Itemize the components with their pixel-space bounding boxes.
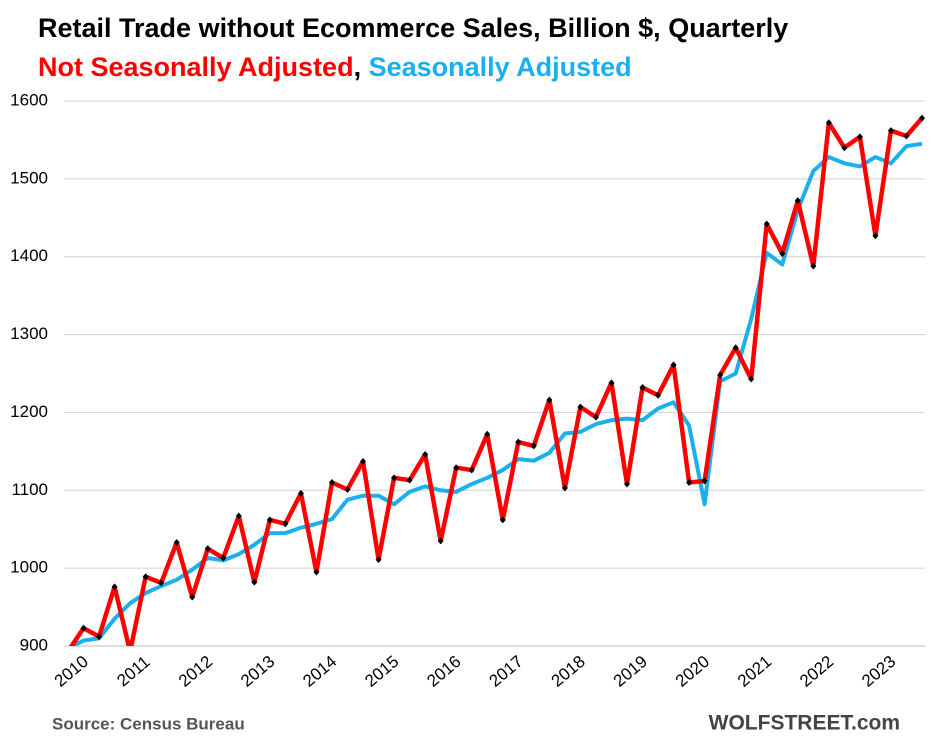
y-tick-label: 900 bbox=[20, 635, 48, 654]
point-marker bbox=[158, 579, 165, 587]
x-tick-label: 2018 bbox=[548, 652, 589, 691]
point-marker bbox=[422, 450, 429, 458]
point-marker bbox=[173, 538, 180, 546]
point-marker bbox=[204, 545, 211, 553]
point-marker bbox=[763, 220, 770, 228]
point-marker bbox=[592, 413, 599, 421]
y-tick-label: 1300 bbox=[10, 324, 48, 343]
point-marker bbox=[111, 583, 118, 591]
point-marker bbox=[65, 648, 71, 655]
point-marker bbox=[391, 474, 398, 482]
point-marker bbox=[266, 516, 273, 524]
x-tick-label: 2020 bbox=[672, 652, 713, 691]
point-marker bbox=[235, 512, 242, 520]
x-tick-label: 2010 bbox=[51, 652, 92, 691]
legend-entry: Seasonally Adjusted bbox=[369, 52, 632, 82]
point-marker bbox=[608, 379, 615, 387]
point-marker bbox=[794, 197, 801, 205]
y-tick-label: 1200 bbox=[10, 402, 48, 421]
point-marker bbox=[344, 486, 351, 494]
point-marker bbox=[856, 133, 863, 141]
x-tick-label: 2012 bbox=[175, 652, 216, 691]
point-marker bbox=[530, 442, 537, 450]
point-marker bbox=[297, 489, 304, 497]
x-tick-label: 2013 bbox=[237, 652, 278, 691]
x-tick-label: 2019 bbox=[610, 652, 651, 691]
point-marker bbox=[484, 430, 491, 438]
point-marker bbox=[468, 466, 475, 474]
separator: , bbox=[354, 52, 362, 82]
point-marker bbox=[499, 516, 506, 524]
point-marker bbox=[717, 371, 724, 379]
point-marker bbox=[639, 384, 646, 392]
point-marker bbox=[313, 568, 320, 576]
point-marker bbox=[127, 648, 133, 655]
point-marker bbox=[360, 457, 367, 465]
point-marker bbox=[437, 537, 444, 545]
point-marker bbox=[251, 578, 258, 586]
point-marker bbox=[872, 232, 879, 240]
subtitle: Not Seasonally Adjusted, Seasonally Adju… bbox=[38, 52, 632, 82]
series-line bbox=[68, 116, 924, 646]
point-marker bbox=[561, 484, 568, 492]
point-marker bbox=[825, 119, 832, 127]
plot-area bbox=[65, 114, 925, 655]
point-marker bbox=[655, 391, 662, 399]
x-tick-label: 2023 bbox=[858, 652, 899, 691]
legend-entry: Not Seasonally Adjusted bbox=[38, 52, 354, 82]
y-tick-label: 1100 bbox=[11, 480, 48, 499]
point-marker bbox=[779, 250, 786, 258]
x-tick-label: 2011 bbox=[113, 652, 153, 690]
point-marker bbox=[546, 396, 553, 404]
point-marker bbox=[670, 361, 677, 369]
y-tick-label: 1500 bbox=[10, 168, 48, 187]
point-marker bbox=[577, 403, 584, 411]
point-marker bbox=[328, 479, 335, 486]
point-marker bbox=[142, 573, 149, 581]
point-marker bbox=[919, 114, 925, 122]
point-marker bbox=[189, 593, 196, 601]
point-marker bbox=[732, 344, 739, 352]
x-tick-label: 2017 bbox=[486, 652, 527, 691]
x-tick-label: 2015 bbox=[361, 652, 402, 691]
x-tick-label: 2021 bbox=[734, 652, 775, 691]
point-marker bbox=[903, 132, 910, 140]
chart-title: Retail Trade without Ecommerce Sales, Bi… bbox=[38, 13, 788, 43]
y-tick-label: 1000 bbox=[10, 558, 48, 577]
point-marker bbox=[220, 554, 227, 562]
x-tick-label: 2016 bbox=[423, 652, 464, 691]
y-tick-label: 1600 bbox=[10, 90, 48, 109]
point-marker bbox=[282, 520, 289, 528]
point-marker bbox=[841, 144, 848, 152]
y-tick-label: 1400 bbox=[10, 246, 48, 265]
point-marker bbox=[406, 476, 413, 484]
watermark: WOLFSTREET.com bbox=[709, 712, 900, 735]
point-marker bbox=[80, 624, 87, 632]
x-tick-label: 2014 bbox=[299, 652, 340, 691]
point-marker bbox=[748, 375, 755, 383]
point-marker bbox=[96, 633, 103, 641]
point-marker bbox=[453, 464, 460, 472]
point-marker bbox=[623, 480, 630, 488]
point-marker bbox=[887, 127, 894, 135]
point-marker bbox=[686, 479, 693, 486]
point-marker bbox=[375, 556, 382, 564]
source: Source: Census Bureau bbox=[52, 714, 245, 733]
point-marker bbox=[810, 262, 817, 270]
x-tick-label: 2022 bbox=[796, 652, 837, 691]
point-marker bbox=[701, 477, 708, 485]
point-marker bbox=[515, 438, 522, 446]
